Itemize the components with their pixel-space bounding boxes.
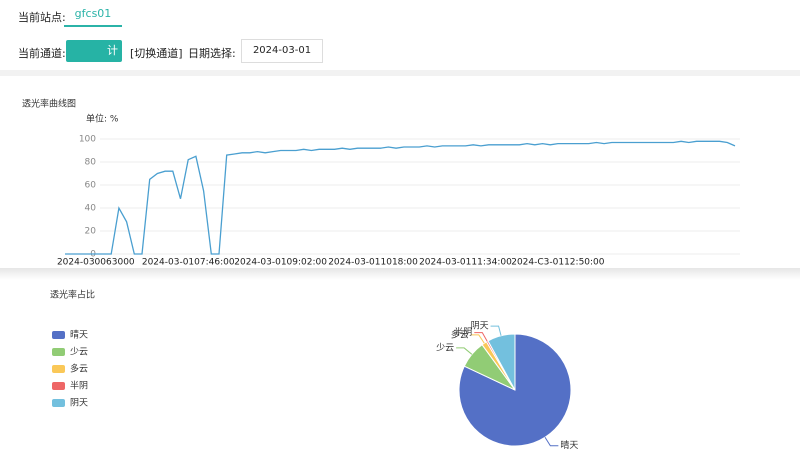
date-label: 日期选择: [188,47,236,60]
channel-label: 当前通道: [18,47,66,60]
pie-label: 晴天 [560,439,578,451]
legend-swatch [52,382,65,390]
label-line [456,347,473,355]
data-line [65,140,736,255]
y-tick-label: 40 [85,204,97,214]
separator [0,70,800,76]
x-tick-label: 2024-03-011018:00 [328,258,418,268]
legend-label: 晴天 [70,329,88,341]
legend-label: 多云 [70,363,88,375]
chart-title: 透光率曲线图 [22,98,76,110]
station-tab[interactable]: gfcs01 [64,3,122,27]
unit-label: 单位: % [86,113,119,125]
x-tick-label: 2024-03-0111:34:00 [419,258,512,268]
station-label: 当前站点: [18,11,66,24]
pie-label: 多云 [451,328,469,340]
y-tick-label: 100 [79,135,96,145]
legend-label: 阴天 [70,398,88,409]
y-tick-label: 20 [85,227,97,237]
label-line [474,332,488,342]
legend-swatch [52,399,65,407]
x-tick-label: 2024-030063000 [57,258,135,268]
chart-title: 透光率占比 [50,289,95,301]
date-input[interactable]: 2024-03-01 [241,39,323,63]
shadow [0,268,800,280]
legend-swatch [52,365,65,373]
x-tick-label: 2024-C3-0112:50:00 [511,258,605,268]
label-line [490,325,502,336]
y-tick-label: 80 [85,158,97,168]
pie-slice [487,333,516,391]
legend-swatch [52,331,65,339]
pie-label: 阴天 [471,321,489,332]
label-line [544,437,559,447]
x-tick-label: 2024-03-0109:02:00 [234,258,327,268]
x-tick-label: 2024-03-0107:46:00 [142,258,235,268]
pie-slice [458,333,572,447]
legend-swatch [52,348,65,356]
pie-label: 少云 [436,342,454,353]
switch-channel[interactable]: [切换通道] [130,47,183,60]
legend-label: 少云 [70,347,88,358]
channel-button[interactable]: 计 [66,40,122,62]
legend-label: 半阴 [70,380,88,392]
label-line [470,334,485,344]
pie-label: 半阴 [454,326,472,338]
y-tick-label: 60 [85,181,97,191]
